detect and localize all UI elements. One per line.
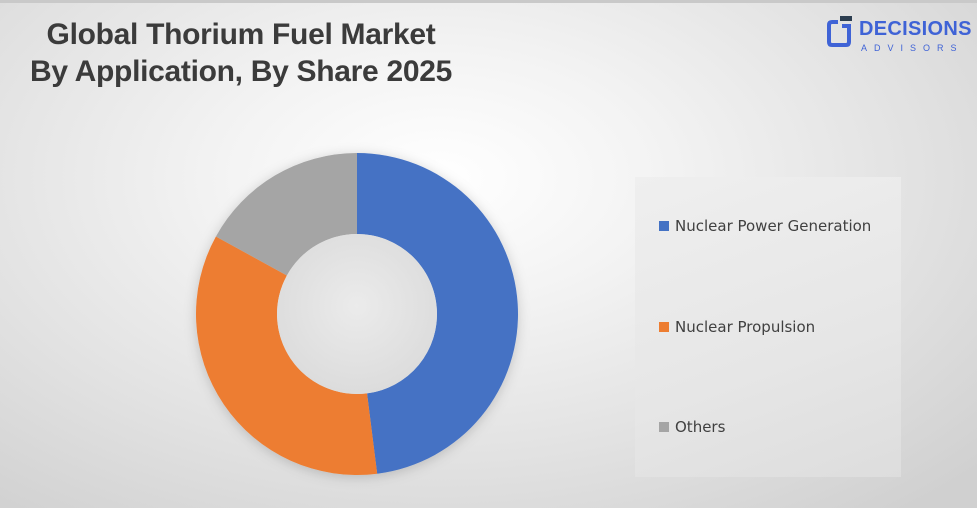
legend-swatch-gray-icon (659, 422, 669, 432)
chart-title: Global Thorium Fuel Market By Applicatio… (6, 16, 476, 90)
legend-label: Nuclear Propulsion (675, 318, 816, 336)
donut-slices (195, 153, 519, 475)
legend-label: Others (675, 418, 726, 436)
chart-legend: Nuclear Power Generation Nuclear Propuls… (635, 177, 901, 477)
logo-name: DECISIONS (859, 18, 972, 40)
donut-slice-others[interactable] (215, 153, 357, 276)
decisions-advisors-logo: DECISIONS ADVISORS (827, 14, 972, 54)
chart-title-line-2: By Application, By Share 2025 (29, 55, 452, 88)
legend-swatch-orange-icon (659, 322, 669, 332)
donut-slice-nuclear-propulsion[interactable] (195, 236, 378, 475)
chart-title-line-1: Global Thorium Fuel Market (46, 18, 436, 51)
legend-label: Nuclear Power Generation (675, 217, 872, 235)
logo-mark-icon (827, 16, 852, 47)
legend-item-others[interactable]: Others (659, 418, 725, 436)
legend-item-nuclear-power-generation[interactable]: Nuclear Power Generation (659, 217, 871, 235)
donut-hole (277, 234, 437, 394)
donut-slice-nuclear-power-generation[interactable] (357, 153, 519, 474)
legend-swatch-blue-icon (659, 221, 669, 231)
logo-subtitle: ADVISORS (861, 43, 964, 53)
top-border (0, 0, 977, 3)
legend-item-nuclear-propulsion[interactable]: Nuclear Propulsion (659, 318, 815, 336)
